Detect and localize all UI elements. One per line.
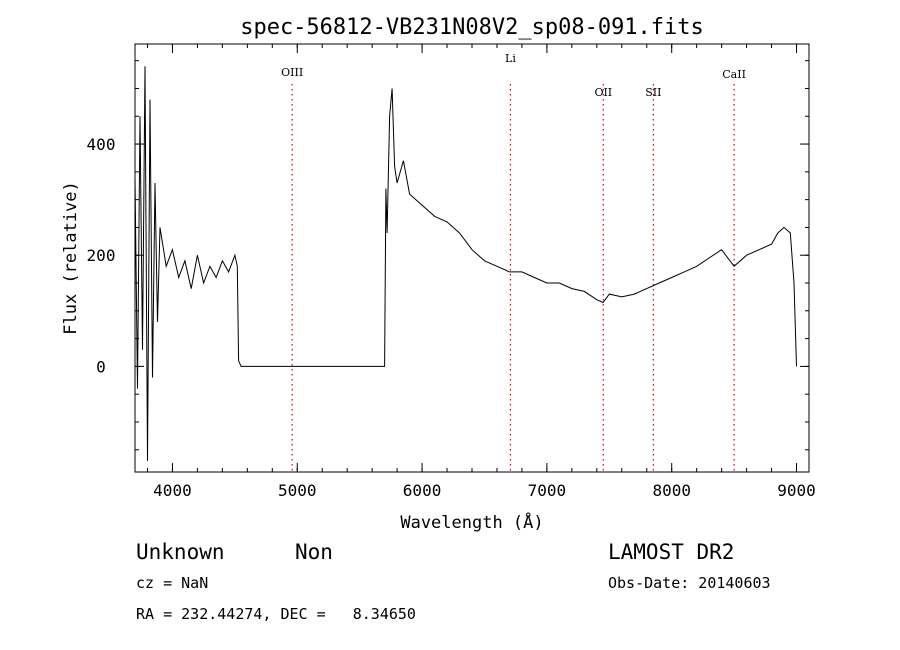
obs-date: Obs-Date: 20140603 [608,574,771,592]
axis-ticks: 4000 5000 6000 7000 8000 9000 0 200 400 [87,44,816,500]
marker-label-oii: OII [594,86,612,99]
plot-frame [134,43,810,473]
redshift-cz: cz = NaN [136,574,208,592]
marker-label-caii: CaII [722,68,746,81]
survey-name: LAMOST DR2 [608,540,734,564]
x-axis-label: Wavelength (Å) [400,511,543,533]
y-tick-label-1: 200 [87,246,116,265]
marker-label-sii: SII [645,86,661,99]
x-tick-label-2: 6000 [403,481,442,500]
chart-title: spec-56812-VB231N08V2_sp08-091.fits [240,15,704,40]
ra-dec: RA = 232.44274, DEC = 8.34650 [136,605,416,623]
marker-label-li: Li [505,52,516,65]
y-tick-label-0: 0 [96,357,106,376]
object-subclass: Non [295,540,333,564]
x-tick-label-1: 5000 [278,481,317,500]
y-tick-label-2: 400 [87,135,116,154]
y-axis-label: Flux (relative) [61,181,81,335]
x-tick-label-0: 4000 [153,481,192,500]
line-markers: OIII Li OII SII CaII [281,52,746,472]
object-class: Unknown [136,540,225,564]
spectrum-line [134,66,797,461]
x-tick-label-4: 8000 [652,481,691,500]
x-tick-label-3: 7000 [528,481,567,500]
x-tick-label-5: 9000 [777,481,816,500]
marker-label-oiii: OIII [281,66,303,79]
